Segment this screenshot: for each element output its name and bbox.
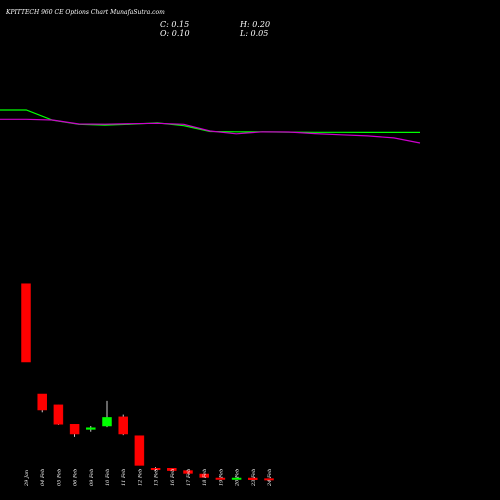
low-value: L: 0.05: [240, 29, 269, 38]
candle-04-feb: [37, 393, 47, 413]
candle-body: [199, 473, 209, 478]
x-tick-label: 06 Feb: [73, 469, 79, 486]
candle-23-feb: [248, 477, 258, 480]
candle-body: [37, 393, 47, 411]
x-tick-label: 20 Feb: [235, 469, 241, 487]
x-tick-label: 12 Feb: [137, 469, 143, 486]
moving-average-line-2: [0, 118, 421, 144]
x-tick-label: 23 Feb: [251, 469, 257, 487]
candle-body: [215, 477, 226, 480]
x-tick-label: 13 Feb: [154, 469, 160, 486]
candle-body: [86, 427, 96, 430]
candle-body: [231, 477, 242, 480]
candle-body: [248, 477, 258, 480]
candle-body: [264, 478, 274, 481]
x-tick-label: 17 Feb: [186, 469, 192, 486]
candle-body: [118, 416, 128, 435]
candle-body: [183, 470, 193, 474]
x-tick-label: 11 Feb: [121, 469, 127, 486]
candle-13-feb: [150, 467, 161, 471]
candle-17-feb: [183, 470, 193, 474]
candle-12-feb: [134, 435, 145, 466]
candle-24-feb: [264, 478, 274, 481]
x-tick-label: 19 Feb: [218, 469, 224, 486]
x-tick-label: 16 Feb: [170, 469, 176, 486]
close-value: C: 0.15: [160, 20, 190, 29]
open-value: O: 0.10: [160, 29, 190, 38]
candle-body: [53, 404, 64, 425]
candle-body: [102, 417, 112, 427]
x-tick-label: 09 Feb: [89, 469, 95, 486]
candle-09-feb: [86, 426, 96, 432]
x-tick-label: 04 Feb: [40, 469, 46, 486]
x-tick-label: 05 Feb: [56, 469, 62, 486]
x-tick-label: 10 Feb: [105, 469, 111, 486]
candle-06-feb: [69, 424, 80, 437]
x-tick-label: 18 Feb: [202, 469, 208, 486]
candle-layer: [21, 283, 274, 481]
x-tick-label: 29 Jan: [24, 470, 30, 487]
candle-10-feb: [102, 400, 112, 428]
candle-20-feb: [231, 477, 242, 480]
candle-body: [21, 283, 31, 363]
candle-body: [69, 424, 80, 435]
x-tick-label: 24 Feb: [267, 469, 273, 487]
candle-body: [167, 468, 177, 471]
candle-18-feb: [199, 473, 209, 478]
moving-average-layer: [0, 109, 421, 144]
candle-16-feb: [167, 468, 177, 471]
candle-19-feb: [215, 477, 226, 480]
candle-29-jan: [21, 283, 31, 363]
high-value: H: 0.20: [240, 20, 271, 29]
candle-05-feb: [53, 404, 64, 425]
candle-body: [150, 468, 161, 471]
candle-11-feb: [118, 414, 128, 436]
x-axis-tick-labels: 29 Jan 04 Feb 05 Feb 06 Feb 09 Feb 10 Feb 11 F…: [24, 469, 273, 487]
chart-title: KPITTECH 960 CE Options Chart MunafaSutr…: [6, 9, 165, 16]
candle-body: [134, 435, 145, 466]
